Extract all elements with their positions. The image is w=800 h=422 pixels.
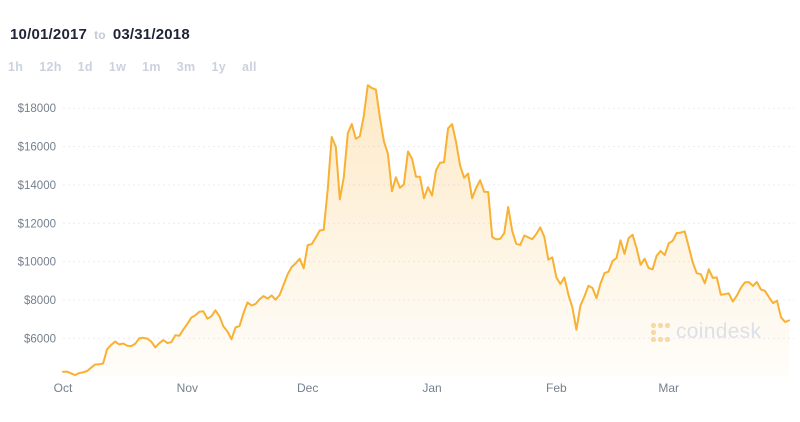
end-date-field[interactable]: 03/31/2018 xyxy=(112,26,190,43)
x-axis-label-oct: Oct xyxy=(54,381,73,395)
range-button-all[interactable]: all xyxy=(241,60,257,74)
range-button-1d[interactable]: 1d xyxy=(77,60,93,74)
coindesk-logo-icon xyxy=(651,322,670,342)
x-axis-label-feb: Feb xyxy=(546,381,567,395)
time-range-toolbar: 1h 12h 1d 1w 1m 3m 1y all xyxy=(8,60,257,74)
x-axis-label-mar: Mar xyxy=(658,381,679,395)
logo-dot xyxy=(665,336,670,342)
x-axis-label-jan: Jan xyxy=(422,381,441,395)
coindesk-watermark: coindesk xyxy=(650,320,761,344)
logo-dot xyxy=(651,329,656,335)
y-tick-label-14000: $14000 xyxy=(18,180,56,192)
price-area-fill xyxy=(63,85,789,377)
y-tick-label-6000: $6000 xyxy=(24,333,56,345)
date-range-separator: to xyxy=(94,27,106,42)
logo-dot xyxy=(658,336,663,342)
range-button-1m[interactable]: 1m xyxy=(142,60,161,74)
y-tick-label-18000: $18000 xyxy=(18,103,56,115)
logo-dot xyxy=(651,322,656,328)
logo-dot xyxy=(665,322,670,328)
range-button-12h[interactable]: 12h xyxy=(39,60,62,74)
logo-dot xyxy=(658,322,663,328)
price-line xyxy=(62,84,790,377)
x-axis-label-dec: Dec xyxy=(297,381,318,395)
y-tick-label-10000: $10000 xyxy=(18,257,56,269)
range-button-1w[interactable]: 1w xyxy=(108,60,127,74)
y-axis-labels: $6000 $8000 $10000 $12000 $14000 $16000 $18000 xyxy=(18,103,56,345)
range-button-3m[interactable]: 3m xyxy=(176,60,196,74)
date-range: 10/01/2017 to 03/31/2018 xyxy=(10,26,190,43)
coindesk-watermark-text: coindesk xyxy=(676,320,762,343)
logo-dot xyxy=(651,336,656,342)
range-button-1y[interactable]: 1y xyxy=(211,60,226,74)
start-date-field[interactable]: 10/01/2017 xyxy=(10,26,88,43)
y-tick-label-12000: $12000 xyxy=(18,218,56,230)
range-button-1h[interactable]: 1h xyxy=(8,60,24,74)
x-axis-labels: Oct Nov Dec Jan Feb Mar xyxy=(54,381,679,395)
x-axis-label-nov: Nov xyxy=(177,381,198,395)
y-tick-label-16000: $16000 xyxy=(18,142,56,154)
y-tick-label-8000: $8000 xyxy=(24,295,56,307)
